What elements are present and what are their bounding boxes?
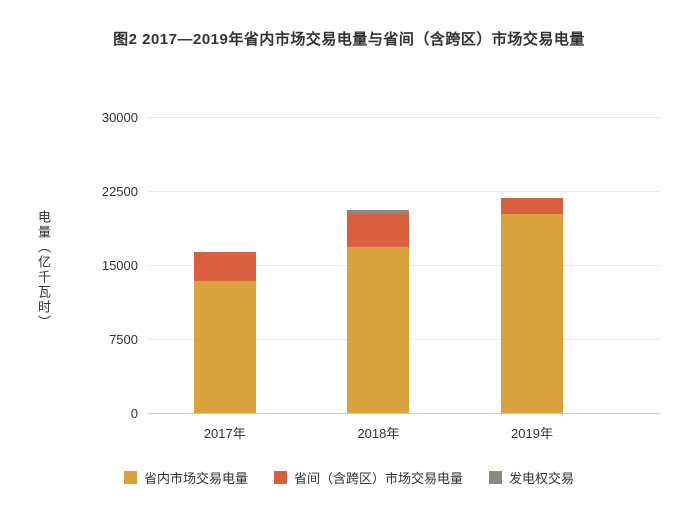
y-tick-label: 7500 (109, 332, 138, 347)
bar-segment (193, 252, 256, 281)
y-tick-label: 0 (130, 406, 138, 421)
legend-item: 发电权交易 (489, 468, 574, 487)
legend-label: 省内市场交易电量 (143, 471, 248, 486)
legend-label: 发电权交易 (509, 471, 575, 486)
legend-swatch (273, 471, 287, 484)
bar-segment (347, 247, 410, 413)
chart-title: 图2 2017—2019年省内市场交易电量与省间（含跨区）市场交易电量 (113, 31, 585, 48)
legend-swatch (123, 471, 137, 484)
gridline (148, 117, 660, 118)
legend-swatch (489, 471, 502, 484)
gridline (148, 191, 660, 192)
y-tick-label: 30000 (101, 110, 138, 125)
gridline (148, 413, 660, 414)
legend: 省内市场交易电量 省间（含跨区）市场交易电量 发电权交易 (0, 468, 698, 487)
x-tick-label: 2019年 (511, 426, 553, 441)
bar-segment (501, 197, 563, 214)
plot-area (148, 117, 660, 414)
y-tick-label: 22500 (101, 184, 138, 199)
bar-segment (193, 280, 256, 413)
y-axis-ticks: 0 7500 15000 22500 30000 (78, 110, 138, 421)
legend-item: 省间（含跨区）市场交易电量 (273, 468, 463, 487)
y-tick-label: 15000 (101, 258, 138, 273)
bar-segment (347, 213, 410, 248)
x-tick-label: 2017年 (203, 426, 246, 441)
legend-item: 省内市场交易电量 (123, 468, 248, 487)
bar-segment (347, 209, 410, 214)
bar-segment (501, 213, 563, 413)
x-tick-label: 2018年 (357, 426, 400, 441)
y-axis-label: 电量（亿千瓦时） (36, 210, 51, 330)
x-axis-labels: 2017年 2018年 2019年 (148, 423, 660, 443)
legend-label: 省间（含跨区）市场交易电量 (293, 471, 463, 486)
